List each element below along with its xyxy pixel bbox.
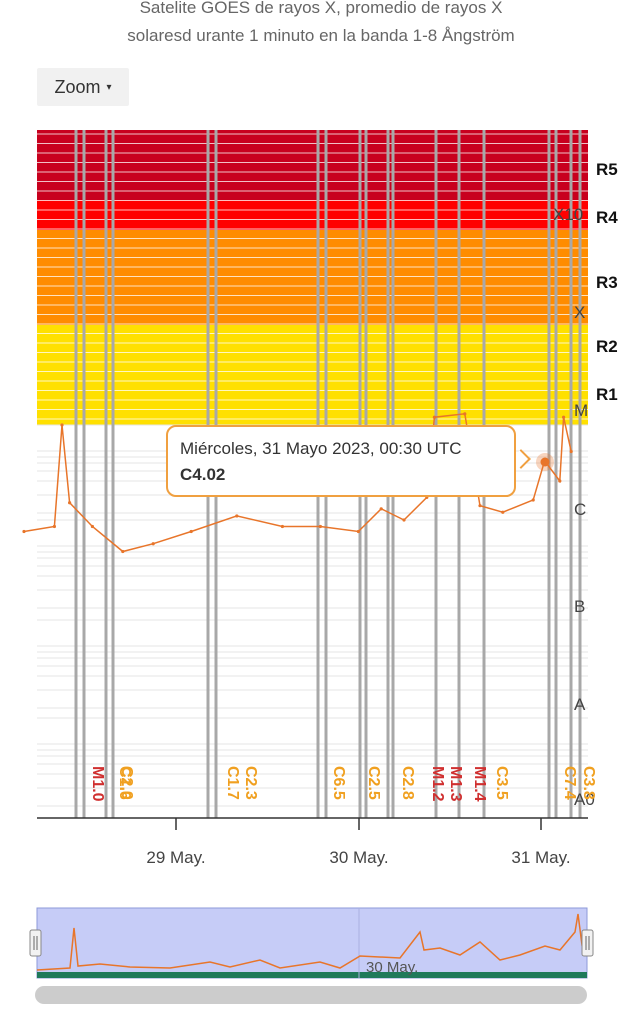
alert-band-2: [37, 230, 588, 325]
y-class-label: C: [574, 500, 586, 519]
tooltip-date: Miércoles, 31 Mayo 2023, 00:30 UTC: [180, 439, 462, 458]
data-point: [22, 529, 26, 534]
y-class-label: A: [574, 695, 586, 714]
data-point: [189, 529, 193, 534]
event-label: C3.5: [493, 766, 510, 800]
navigator-handle-left[interactable]: [29, 929, 42, 957]
zoom-label: Zoom: [54, 76, 101, 97]
y-class-label: X10: [553, 205, 583, 224]
alert-band-3: [37, 325, 588, 425]
navigator-baseline: [37, 972, 587, 978]
event-label: C1.6: [116, 766, 133, 800]
y-class-label: B: [574, 597, 585, 616]
event-label: M1.2: [429, 766, 446, 802]
r-scale-label: R5: [596, 160, 618, 179]
data-point: [569, 449, 573, 454]
series-line: [23, 412, 572, 553]
y-class-label: A0: [574, 790, 595, 809]
data-point: [235, 514, 239, 518]
data-point: [501, 510, 505, 514]
event-label: C2.8: [399, 766, 416, 800]
event-label: C1.7: [224, 766, 241, 800]
navigator-series: [36, 913, 589, 971]
data-point: [562, 415, 566, 419]
data-point: [280, 524, 284, 529]
r-scale-label: R2: [596, 337, 618, 356]
navigator-window: [36, 907, 588, 979]
y-class-label: M: [574, 401, 588, 420]
event-label: M1.4: [471, 766, 488, 802]
data-point: [121, 549, 125, 554]
event-label: M1.3: [447, 766, 464, 802]
navigator-handle-right[interactable]: [581, 929, 594, 957]
data-point: [402, 518, 406, 522]
data-point: [356, 529, 360, 534]
event-label: C3.8: [580, 766, 597, 800]
data-point: [151, 542, 155, 546]
data-point: [379, 507, 383, 511]
event-label: C6.5: [330, 766, 347, 800]
data-point: [60, 423, 64, 427]
alert-band-0: [37, 130, 588, 200]
alert-band-1: [37, 200, 588, 230]
r-scale-label: R1: [596, 385, 618, 404]
chart-title-line1: Satelite GOES de rayos X, promedio de ra…: [139, 0, 503, 17]
event-label: M1.0: [89, 766, 106, 802]
r-scale-label: R3: [596, 273, 618, 292]
y-class-label: X: [574, 303, 585, 322]
event-label: C2.0: [118, 766, 135, 800]
data-point: [318, 524, 322, 529]
navigator-label: 30 May.: [366, 959, 418, 976]
tooltip-value: C4.02: [180, 465, 226, 484]
zoom-button[interactable]: Zoom ▾: [37, 68, 129, 106]
data-point: [478, 504, 482, 508]
highlight-point: [540, 457, 550, 467]
data-point: [90, 524, 94, 529]
chart-title-line2: solaresd urante 1 minuto en la banda 1-8…: [127, 26, 515, 45]
data-point: [432, 415, 436, 419]
event-label: C2.3: [242, 766, 259, 800]
data-point: [558, 479, 562, 483]
data-point: [68, 501, 72, 505]
event-label: C7.4: [561, 766, 578, 800]
navigator: 30 May.: [29, 907, 594, 979]
x-tick-label: 31 May.: [511, 848, 570, 867]
data-point: [531, 498, 535, 502]
data-point: [52, 524, 57, 529]
data-point: [463, 412, 467, 416]
navigator-scrollbar[interactable]: [35, 986, 587, 1004]
r-scale-label: R4: [596, 208, 618, 227]
event-label: C2.5: [365, 766, 382, 800]
x-tick-label: 29 May.: [146, 848, 205, 867]
chevron-down-icon: ▾: [106, 81, 112, 93]
x-tick-label: 30 May.: [329, 848, 388, 867]
tooltip: Miércoles, 31 Mayo 2023, 00:30 UTC C4.02: [166, 425, 516, 497]
